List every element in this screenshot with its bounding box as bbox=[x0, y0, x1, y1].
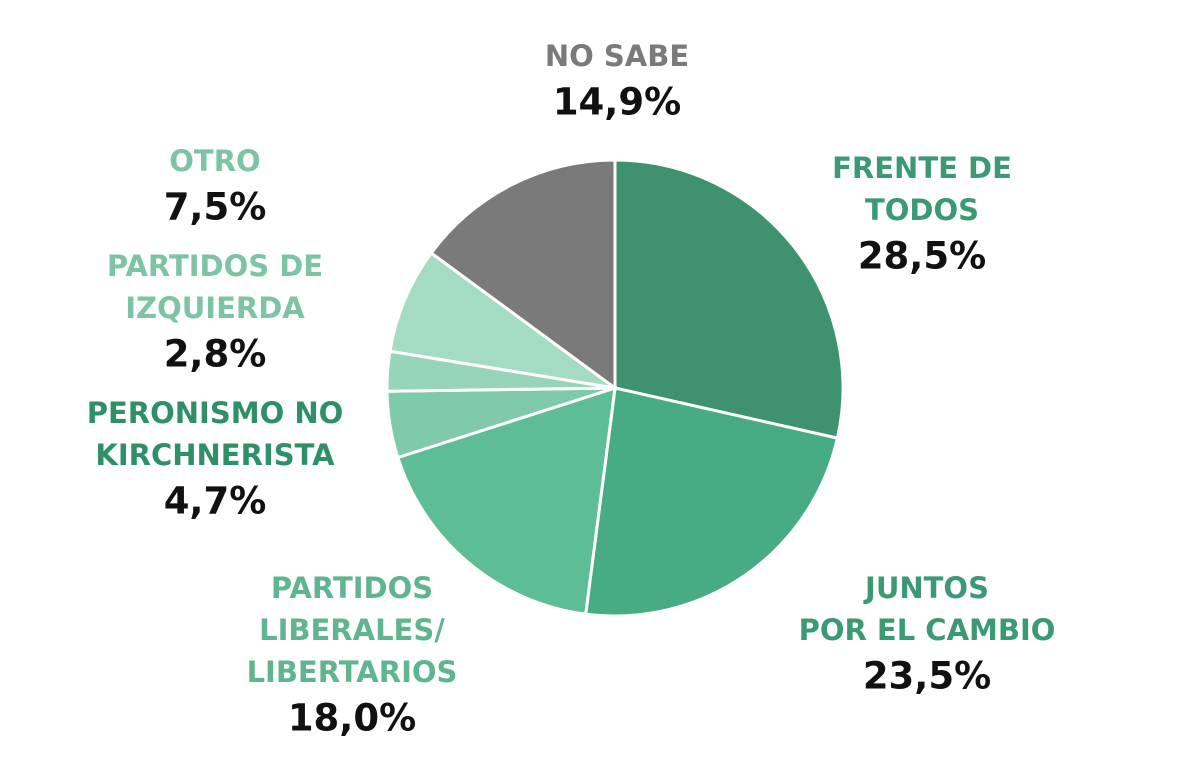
category-label: PARTIDOS DE IZQUIERDA bbox=[107, 249, 323, 325]
category-label-line: JUNTOS bbox=[863, 571, 989, 605]
category-label-line: PERONISMO NO bbox=[87, 396, 344, 430]
category-label: PERONISMO NO KIRCHNERISTA bbox=[87, 396, 344, 472]
category-label: PARTIDOS LIBERALES/LIBERTARIOS bbox=[247, 571, 458, 689]
category-label-line: FRENTE DE bbox=[832, 151, 1012, 185]
category-label-line: OTRO bbox=[169, 144, 260, 178]
category-label-line: IZQUIERDA bbox=[125, 291, 305, 325]
category-label-line: PARTIDOS DE bbox=[107, 249, 323, 283]
category-label-line: LIBERALES/ bbox=[259, 613, 445, 647]
category-label-line: KIRCHNERISTA bbox=[95, 438, 335, 472]
category-label-line: POR EL CAMBIO bbox=[799, 613, 1056, 647]
value-label: 7,5% bbox=[164, 186, 267, 229]
category-label: NO SABE bbox=[545, 39, 689, 73]
category-label-line: NO SABE bbox=[545, 39, 689, 73]
value-label: 18,0% bbox=[288, 697, 416, 740]
pie-slice bbox=[395, 385, 617, 616]
pie-slice bbox=[613, 158, 845, 440]
pie-slice bbox=[429, 158, 617, 391]
category-label: OTRO bbox=[169, 144, 260, 178]
value-label: 28,5% bbox=[858, 235, 986, 278]
category-label-line: PARTIDOS bbox=[271, 571, 433, 605]
value-label: 4,7% bbox=[164, 480, 267, 523]
value-label: 23,5% bbox=[863, 655, 991, 698]
category-label: FRENTE DE TODOS bbox=[832, 151, 1012, 227]
category-label: JUNTOS POR EL CAMBIO bbox=[799, 571, 1056, 647]
category-label-line: LIBERTARIOS bbox=[247, 655, 458, 689]
category-label-line: TODOS bbox=[865, 193, 979, 227]
pie-slice bbox=[388, 250, 616, 390]
value-label: 14,9% bbox=[553, 81, 681, 124]
pie-slice bbox=[584, 386, 840, 618]
value-label: 2,8% bbox=[164, 333, 267, 376]
